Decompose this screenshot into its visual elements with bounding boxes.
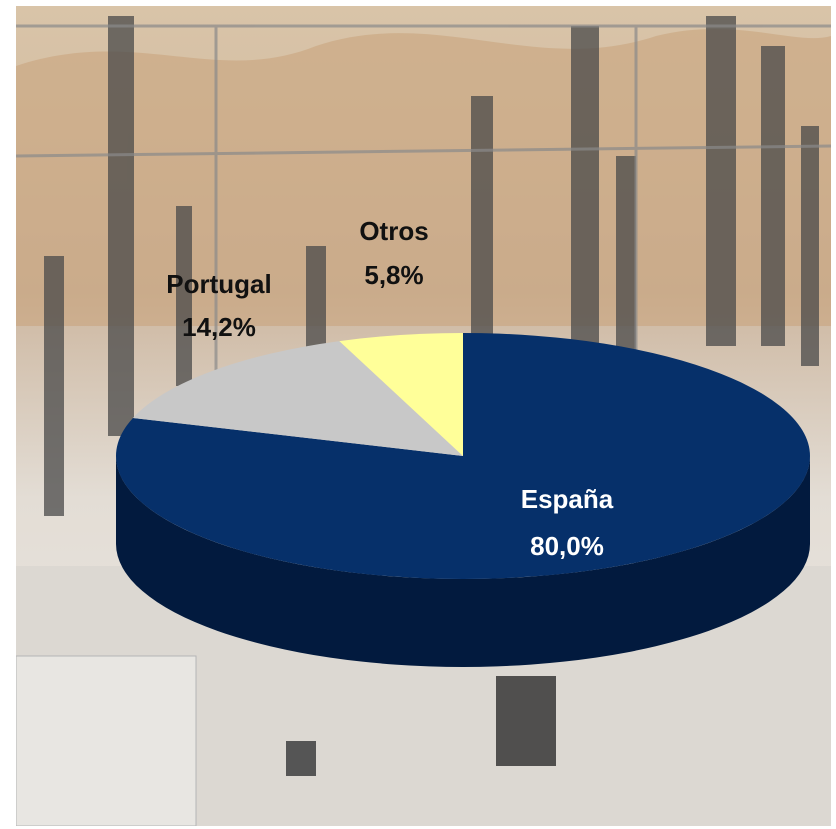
pie-labels: España 80,0% Portugal 14,2% Otros 5,8% (166, 216, 614, 561)
pie-slice-portugal (132, 341, 463, 456)
pie-slice-otros (339, 333, 463, 456)
pie-tops (115, 333, 810, 579)
slice-label-value-otros: 5,8% (364, 260, 423, 290)
slice-label-name-espana: España (521, 484, 614, 514)
slice-label-name-otros: Otros (359, 216, 428, 246)
insulator-columns (44, 16, 819, 516)
control-cabinet (16, 655, 197, 826)
control-cabinet-door (496, 676, 556, 766)
slice-label-value-portugal: 14,2% (182, 312, 256, 342)
slice-label-value-espana: 80,0% (530, 531, 604, 561)
pie-side-espana (116, 456, 810, 667)
gauge-box (286, 741, 316, 776)
slice-label-name-portugal: Portugal (166, 269, 271, 299)
pie-sides (116, 456, 810, 667)
